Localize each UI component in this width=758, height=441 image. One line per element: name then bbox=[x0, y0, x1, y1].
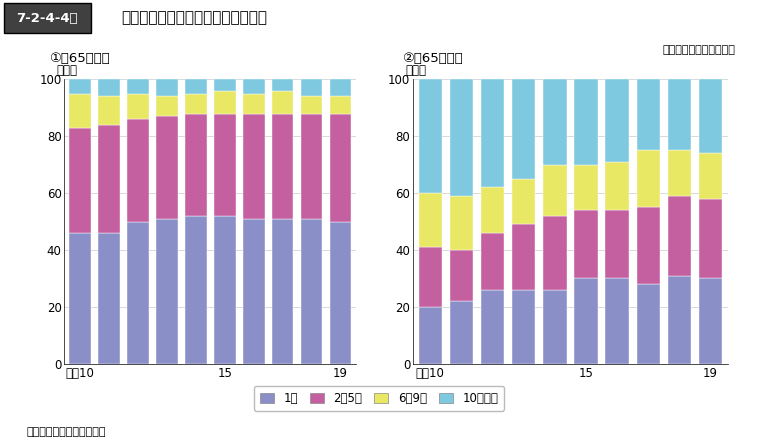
Text: （平成００年～１９年）: （平成００年～１９年） bbox=[662, 45, 735, 55]
Bar bbox=[330, 222, 351, 364]
Bar bbox=[543, 79, 566, 165]
Bar bbox=[418, 307, 442, 364]
Bar bbox=[699, 153, 722, 199]
Bar bbox=[330, 97, 351, 113]
Bar bbox=[575, 279, 597, 364]
Text: 注　矯正統計年報による。: 注 矯正統計年報による。 bbox=[27, 426, 106, 437]
Bar bbox=[70, 233, 91, 364]
Bar bbox=[449, 250, 473, 301]
Bar bbox=[156, 97, 178, 116]
Bar bbox=[449, 79, 473, 196]
Bar bbox=[185, 113, 207, 216]
Bar bbox=[418, 79, 442, 193]
Text: （％）: （％） bbox=[406, 64, 427, 77]
Bar bbox=[185, 93, 207, 113]
Bar bbox=[99, 125, 120, 233]
Bar bbox=[156, 116, 178, 219]
Bar bbox=[243, 93, 265, 113]
Bar bbox=[70, 128, 91, 233]
Bar bbox=[156, 219, 178, 364]
Bar bbox=[606, 162, 629, 210]
Text: 新受刑者の入所度数別構成比の推移: 新受刑者の入所度数別構成比の推移 bbox=[121, 11, 268, 26]
Bar bbox=[272, 91, 293, 113]
Bar bbox=[699, 79, 722, 153]
Bar bbox=[214, 216, 236, 364]
Bar bbox=[272, 79, 293, 91]
Text: 7-2-4-4図: 7-2-4-4図 bbox=[16, 11, 78, 25]
Bar bbox=[156, 79, 178, 97]
Bar bbox=[668, 79, 691, 150]
Bar bbox=[272, 219, 293, 364]
Bar bbox=[543, 290, 566, 364]
Bar bbox=[668, 276, 691, 364]
Bar bbox=[637, 284, 660, 364]
Bar bbox=[481, 79, 504, 187]
Bar bbox=[243, 113, 265, 219]
Bar bbox=[543, 216, 566, 290]
Bar bbox=[214, 113, 236, 216]
Bar bbox=[99, 97, 120, 125]
Bar bbox=[301, 79, 322, 97]
Bar bbox=[70, 79, 91, 93]
Text: ①　65歳未満: ① 65歳未満 bbox=[49, 52, 110, 65]
Bar bbox=[512, 179, 535, 224]
Bar bbox=[272, 113, 293, 219]
Bar bbox=[699, 199, 722, 279]
Bar bbox=[243, 79, 265, 93]
Bar bbox=[575, 210, 597, 279]
Bar bbox=[512, 224, 535, 290]
Bar bbox=[330, 79, 351, 97]
Bar bbox=[127, 93, 149, 119]
Bar bbox=[127, 222, 149, 364]
Bar bbox=[481, 290, 504, 364]
Bar bbox=[127, 119, 149, 222]
Bar bbox=[668, 150, 691, 196]
Bar bbox=[512, 79, 535, 179]
Text: ②　65歳以上: ② 65歳以上 bbox=[402, 52, 462, 65]
Text: （％）: （％） bbox=[57, 64, 78, 77]
Bar bbox=[606, 279, 629, 364]
Bar bbox=[330, 113, 351, 222]
Bar bbox=[99, 233, 120, 364]
Bar bbox=[449, 301, 473, 364]
Legend: 1度, 2～5度, 6～9度, 10度以上: 1度, 2～5度, 6～9度, 10度以上 bbox=[254, 386, 504, 411]
Bar bbox=[301, 113, 322, 219]
Bar bbox=[418, 193, 442, 247]
Bar bbox=[214, 91, 236, 113]
Bar bbox=[668, 196, 691, 276]
Bar bbox=[301, 97, 322, 113]
Bar bbox=[70, 93, 91, 128]
Bar bbox=[512, 290, 535, 364]
Bar bbox=[214, 79, 236, 91]
Bar bbox=[185, 79, 207, 93]
Bar bbox=[449, 196, 473, 250]
Bar bbox=[637, 150, 660, 207]
Bar bbox=[418, 247, 442, 307]
Bar bbox=[543, 164, 566, 216]
Bar bbox=[637, 79, 660, 150]
Bar bbox=[99, 79, 120, 97]
Bar bbox=[606, 79, 629, 162]
Bar bbox=[301, 219, 322, 364]
Bar bbox=[575, 79, 597, 165]
Bar bbox=[699, 279, 722, 364]
Bar bbox=[127, 79, 149, 93]
Bar bbox=[637, 207, 660, 284]
FancyBboxPatch shape bbox=[4, 3, 91, 33]
Bar bbox=[243, 219, 265, 364]
Bar bbox=[575, 164, 597, 210]
Bar bbox=[185, 216, 207, 364]
Bar bbox=[606, 210, 629, 279]
Bar bbox=[481, 233, 504, 290]
Bar bbox=[481, 187, 504, 233]
